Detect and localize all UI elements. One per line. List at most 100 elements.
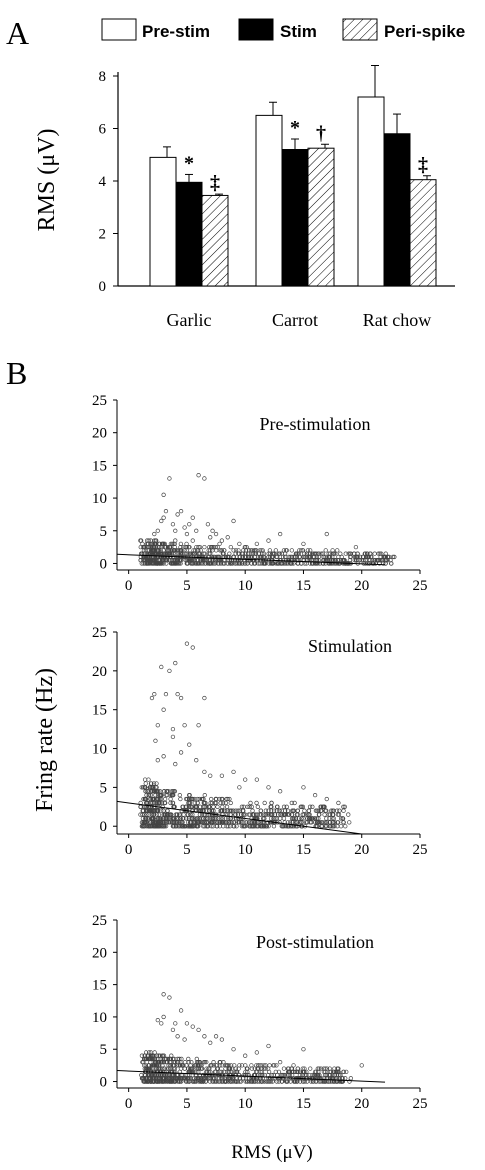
- data-point: [184, 1063, 189, 1068]
- data-point: [230, 1079, 236, 1084]
- data-point: [343, 824, 348, 829]
- data-point: [292, 824, 297, 829]
- data-point: [266, 808, 271, 813]
- data-point: [167, 995, 172, 1000]
- data-point: [184, 641, 190, 646]
- data-point: [171, 816, 177, 821]
- data-point: [175, 1034, 180, 1039]
- data-point: [229, 808, 234, 813]
- data-point: [281, 816, 287, 821]
- data-point: [168, 796, 173, 802]
- bar-y-tick-label: 4: [99, 174, 107, 190]
- data-point: [151, 558, 156, 563]
- data-point: [173, 1021, 178, 1026]
- data-point: [176, 1079, 182, 1084]
- data-point: [308, 1079, 314, 1084]
- data-point: [166, 1063, 171, 1068]
- data-point: [161, 707, 166, 712]
- data-point: [143, 808, 149, 813]
- data-point: [225, 561, 230, 566]
- data-point: [336, 554, 341, 560]
- data-point: [211, 804, 216, 809]
- scatter-y-tick-label: 25: [92, 625, 107, 641]
- data-point: [189, 804, 194, 809]
- data-point: [236, 551, 241, 556]
- data-point: [341, 804, 346, 809]
- data-point: [154, 781, 159, 786]
- data-point: [184, 558, 190, 563]
- data-point: [139, 1053, 145, 1058]
- data-point: [154, 808, 160, 813]
- bar: [255, 114, 283, 287]
- data-point: [263, 1066, 268, 1071]
- data-point: [291, 1063, 296, 1068]
- bar-chart: 0 2 4 6 8 Garlic Carrot Rat chow * ‡ * † ‡: [99, 65, 455, 330]
- data-point: [173, 824, 179, 829]
- data-point: [149, 695, 155, 701]
- data-point: [148, 1053, 153, 1058]
- scatter-x-tick-label: 10: [238, 1096, 253, 1112]
- data-point: [281, 1066, 287, 1071]
- data-point: [340, 816, 346, 821]
- data-point: [222, 820, 228, 825]
- data-point: [204, 820, 209, 825]
- data-point: [199, 1066, 204, 1071]
- data-point: [156, 548, 161, 553]
- data-point: [272, 551, 277, 556]
- data-point: [187, 544, 192, 550]
- data-point: [217, 541, 222, 546]
- data-point: [374, 558, 380, 563]
- data-point: [324, 1072, 329, 1078]
- data-point: [153, 561, 159, 566]
- data-point: [184, 824, 190, 829]
- data-point: [256, 1063, 261, 1068]
- panel-b-label: B: [6, 355, 27, 391]
- data-point: [146, 804, 151, 809]
- data-point: [182, 1037, 187, 1042]
- data-point: [249, 1063, 254, 1068]
- data-point: [161, 808, 166, 813]
- data-point: [151, 785, 156, 790]
- data-point: [193, 820, 199, 825]
- data-point: [178, 796, 183, 802]
- data-point: [164, 554, 169, 560]
- data-point: [175, 692, 180, 697]
- scatter-x-tick-label: 25: [413, 578, 428, 594]
- data-point: [142, 812, 147, 817]
- data-point: [144, 820, 149, 825]
- data-point: [171, 1056, 177, 1062]
- scatter-y-tick-label: 5: [100, 1042, 108, 1058]
- data-point: [324, 816, 329, 821]
- data-point: [285, 812, 290, 817]
- data-point: [336, 1072, 341, 1078]
- data-point: [271, 808, 277, 813]
- data-point: [153, 793, 158, 798]
- data-point: [144, 793, 149, 798]
- data-point: [155, 723, 160, 728]
- data-point: [318, 1066, 324, 1071]
- data-point: [243, 777, 248, 782]
- data-point: [143, 1066, 149, 1071]
- data-point: [187, 1066, 193, 1071]
- data-point: [258, 1063, 263, 1068]
- data-point: [333, 551, 338, 556]
- data-point: [275, 812, 281, 817]
- scatter-y-tick-label: 20: [92, 664, 107, 680]
- data-point: [237, 808, 243, 813]
- data-point: [286, 812, 292, 817]
- data-point: [188, 796, 194, 802]
- data-point: [138, 538, 144, 543]
- legend-swatch-stim: [238, 18, 274, 41]
- data-point: [280, 824, 286, 829]
- data-point: [194, 758, 199, 763]
- data-point: [187, 742, 192, 747]
- data-point: [186, 1056, 191, 1062]
- scatter-x-tick-label: 15: [296, 578, 311, 594]
- data-point: [204, 1060, 209, 1065]
- data-point: [279, 808, 284, 813]
- data-point: [176, 548, 181, 553]
- data-point: [331, 1069, 337, 1074]
- bar-y-axis-label: RMS (μV): [34, 129, 60, 232]
- data-point: [178, 1060, 183, 1065]
- data-point: [156, 816, 161, 821]
